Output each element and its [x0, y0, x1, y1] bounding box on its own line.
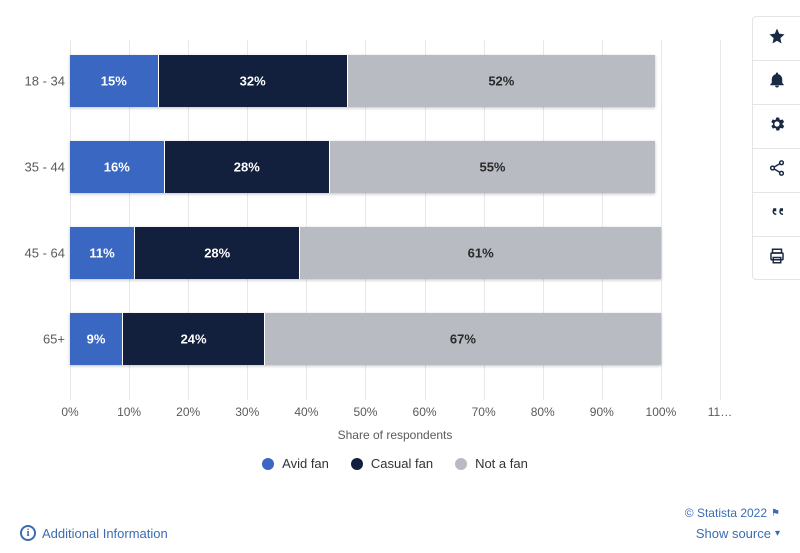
bar-row: 15% 32% 52% — [70, 55, 655, 107]
legend-swatch — [455, 458, 467, 470]
legend-label: Casual fan — [371, 456, 433, 471]
bar-value-label: 28% — [204, 246, 230, 261]
x-tick-label: 50% — [353, 405, 377, 419]
legend: Avid fan Casual fan Not a fan — [70, 456, 720, 471]
gear-icon — [768, 115, 786, 138]
bar-row: 9% 24% 67% — [70, 313, 661, 365]
y-category-label: 35 - 44 — [15, 160, 65, 175]
bar-value-label: 28% — [234, 160, 260, 175]
x-tick-label: 20% — [176, 405, 200, 419]
x-tick-label: 90% — [590, 405, 614, 419]
y-category-label: 18 - 34 — [15, 74, 65, 89]
footer-right: © Statista 2022 ⚑ Show source ▾ — [685, 506, 780, 541]
show-source-button[interactable]: Show source ▾ — [685, 526, 780, 541]
bar-segment[interactable]: 28% — [165, 141, 330, 193]
bar-value-label: 9% — [87, 332, 106, 347]
copyright: © Statista 2022 ⚑ — [685, 506, 780, 520]
bar-value-label: 11% — [89, 246, 114, 261]
printer-icon — [768, 247, 786, 270]
legend-item[interactable]: Not a fan — [455, 456, 528, 471]
gridline — [661, 40, 662, 400]
x-tick-label: 30% — [235, 405, 259, 419]
bar-value-label: 55% — [479, 160, 505, 175]
legend-swatch — [262, 458, 274, 470]
bar-segment[interactable]: 67% — [265, 313, 661, 365]
bar-row: 16% 28% 55% — [70, 141, 655, 193]
x-tick-label: 60% — [413, 405, 437, 419]
bar-segment[interactable]: 32% — [159, 55, 348, 107]
x-tick-label: 10% — [117, 405, 141, 419]
legend-label: Avid fan — [282, 456, 329, 471]
bar-segment[interactable]: 55% — [330, 141, 655, 193]
quote-icon — [768, 203, 786, 226]
info-icon: i — [20, 525, 36, 541]
x-axis-title: Share of respondents — [70, 428, 720, 442]
gridline — [720, 40, 721, 400]
bar-segment[interactable]: 61% — [300, 227, 660, 279]
chevron-down-icon: ▾ — [775, 528, 780, 539]
bar-value-label: 52% — [488, 74, 514, 89]
chart-container: 0% 10% 20% 30% 40% 50% 60% 70% 80% 90% 100% 11… 15% 3… — [0, 0, 740, 545]
bar-value-label: 61% — [468, 246, 494, 261]
settings-button[interactable] — [752, 104, 800, 148]
additional-info-label: Additional Information — [42, 526, 168, 541]
bar-segment[interactable]: 15% — [70, 55, 159, 107]
y-category-label: 45 - 64 — [15, 246, 65, 261]
bar-segment[interactable]: 28% — [135, 227, 300, 279]
bar-segment[interactable]: 52% — [348, 55, 655, 107]
x-tick-label: 40% — [294, 405, 318, 419]
legend-label: Not a fan — [475, 456, 528, 471]
print-button[interactable] — [752, 236, 800, 280]
bar-value-label: 67% — [450, 332, 476, 347]
x-tick-label: 70% — [472, 405, 496, 419]
legend-item[interactable]: Casual fan — [351, 456, 433, 471]
legend-item[interactable]: Avid fan — [262, 456, 329, 471]
bar-value-label: 32% — [240, 74, 266, 89]
bar-segment[interactable]: 24% — [123, 313, 265, 365]
legend-swatch — [351, 458, 363, 470]
star-icon — [768, 27, 786, 50]
x-tick-label: 100% — [646, 405, 677, 419]
x-tick-label: 0% — [61, 405, 78, 419]
bar-value-label: 16% — [104, 160, 130, 175]
toolbar — [752, 16, 800, 280]
footer: i Additional Information © Statista 2022… — [20, 506, 780, 541]
x-tick-label: 11… — [708, 405, 732, 419]
favorite-button[interactable] — [752, 16, 800, 60]
additional-info-button[interactable]: i Additional Information — [20, 525, 168, 541]
bar-segment[interactable]: 9% — [70, 313, 123, 365]
bar-segment[interactable]: 16% — [70, 141, 165, 193]
bar-segment[interactable]: 11% — [70, 227, 135, 279]
share-button[interactable] — [752, 148, 800, 192]
bar-row: 11% 28% 61% — [70, 227, 661, 279]
x-tick-label: 80% — [531, 405, 555, 419]
bar-value-label: 24% — [181, 332, 207, 347]
bell-icon — [768, 71, 786, 94]
bar-value-label: 15% — [101, 74, 127, 89]
cite-button[interactable] — [752, 192, 800, 236]
share-icon — [768, 159, 786, 182]
flag-icon: ⚑ — [771, 508, 780, 519]
y-category-label: 65+ — [15, 332, 65, 347]
plot-area: 0%10%20%30%40%50%60%70%80%90%100%11…15%3… — [70, 40, 720, 400]
alert-button[interactable] — [752, 60, 800, 104]
